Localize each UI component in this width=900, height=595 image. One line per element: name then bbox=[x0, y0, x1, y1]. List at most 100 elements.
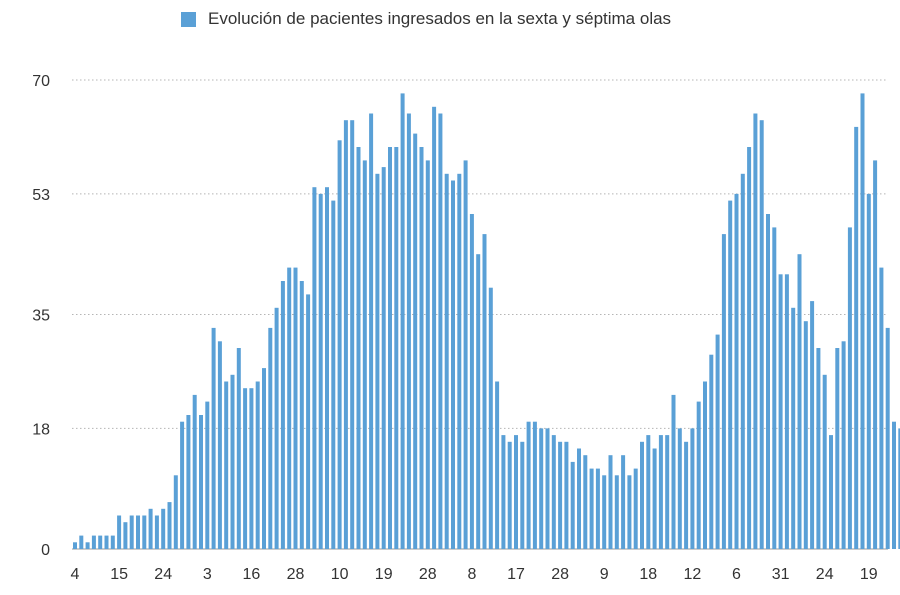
bar-96 bbox=[677, 428, 682, 549]
bar-77 bbox=[558, 441, 563, 549]
y-tick-label-1: 18 bbox=[32, 421, 50, 438]
bar-46 bbox=[362, 160, 367, 549]
bar-36 bbox=[299, 281, 304, 549]
bars bbox=[73, 93, 900, 550]
bar-86 bbox=[614, 475, 619, 549]
bar-3 bbox=[91, 535, 96, 549]
bar-101 bbox=[709, 354, 714, 549]
bar-82 bbox=[589, 468, 594, 549]
bar-34 bbox=[287, 267, 292, 549]
x-tick-label-1: 15 bbox=[110, 566, 128, 583]
bar-4 bbox=[98, 535, 103, 549]
bar-8 bbox=[123, 522, 128, 549]
bar-14 bbox=[161, 508, 166, 549]
bar-108 bbox=[753, 113, 758, 549]
bar-42 bbox=[337, 140, 342, 550]
x-tick-label-9: 8 bbox=[467, 566, 476, 583]
bar-90 bbox=[640, 441, 644, 549]
bar-131 bbox=[898, 428, 900, 549]
x-tick-label-3: 3 bbox=[203, 566, 212, 583]
bar-87 bbox=[621, 455, 626, 549]
bar-64 bbox=[476, 254, 481, 549]
bar-60 bbox=[451, 180, 455, 549]
bar-126 bbox=[866, 193, 871, 549]
bar-52 bbox=[400, 93, 405, 550]
bar-72 bbox=[526, 421, 531, 549]
bar-78 bbox=[564, 441, 569, 549]
bar-65 bbox=[482, 234, 487, 549]
bar-103 bbox=[721, 234, 726, 549]
bar-59 bbox=[444, 173, 449, 550]
bar-123 bbox=[847, 227, 852, 549]
bar-114 bbox=[791, 307, 796, 549]
bar-11 bbox=[142, 515, 147, 549]
bar-69 bbox=[507, 441, 512, 549]
bar-51 bbox=[394, 147, 399, 549]
bar-61 bbox=[457, 173, 462, 550]
bar-18 bbox=[186, 415, 191, 549]
bar-5 bbox=[104, 535, 109, 549]
legend-swatch bbox=[181, 11, 196, 27]
bar-117 bbox=[810, 301, 815, 549]
bar-21 bbox=[205, 401, 210, 549]
x-tick-label-0: 4 bbox=[71, 566, 80, 583]
bar-38 bbox=[312, 187, 317, 549]
bar-68 bbox=[501, 435, 506, 549]
bar-128 bbox=[879, 267, 884, 549]
bar-73 bbox=[532, 421, 537, 549]
bar-35 bbox=[293, 267, 298, 549]
bar-55 bbox=[419, 147, 424, 549]
bar-6 bbox=[110, 535, 115, 549]
bar-56 bbox=[425, 160, 430, 549]
bar-113 bbox=[784, 274, 789, 549]
bar-44 bbox=[350, 120, 355, 549]
bar-97 bbox=[684, 441, 689, 549]
bar-45 bbox=[356, 147, 361, 549]
bar-53 bbox=[406, 113, 411, 549]
y-tick-label-4: 70 bbox=[32, 73, 50, 90]
bar-98 bbox=[690, 428, 695, 549]
bar-89 bbox=[633, 468, 638, 549]
bar-66 bbox=[488, 287, 493, 549]
bar-121 bbox=[835, 348, 840, 549]
bar-13 bbox=[154, 515, 159, 549]
x-tick-label-4: 16 bbox=[243, 566, 261, 583]
x-tick-label-14: 12 bbox=[684, 566, 702, 583]
y-tick-label-0: 0 bbox=[41, 542, 50, 559]
bar-67 bbox=[495, 381, 500, 549]
bar-15 bbox=[167, 502, 172, 549]
bar-43 bbox=[343, 120, 348, 549]
bar-75 bbox=[545, 428, 550, 549]
x-axis-ticks: 4 15 24 3 16 28 10 19 28 8 17 28 9 18 12 6 31 24 19 bbox=[71, 566, 878, 583]
bar-92 bbox=[652, 448, 657, 549]
x-tick-label-13: 18 bbox=[639, 566, 657, 583]
bar-19 bbox=[192, 394, 197, 549]
bar-7 bbox=[117, 515, 122, 549]
bar-23 bbox=[217, 341, 222, 549]
bar-37 bbox=[306, 294, 311, 549]
bar-48 bbox=[375, 173, 380, 550]
bar-129 bbox=[885, 327, 890, 549]
bar-71 bbox=[520, 441, 525, 549]
bar-41 bbox=[331, 200, 336, 549]
bar-119 bbox=[822, 374, 827, 549]
bar-107 bbox=[747, 147, 752, 549]
bar-33 bbox=[280, 281, 285, 549]
bar-112 bbox=[778, 274, 783, 549]
bar-63 bbox=[469, 214, 474, 549]
bar-127 bbox=[873, 160, 878, 549]
bar-125 bbox=[860, 93, 865, 550]
bar-91 bbox=[646, 435, 651, 549]
x-tick-label-6: 10 bbox=[331, 566, 349, 583]
x-tick-label-8: 28 bbox=[419, 566, 437, 583]
legend-label: Evolución de pacientes ingresados en la … bbox=[208, 9, 672, 28]
bar-120 bbox=[829, 435, 833, 549]
bar-28 bbox=[249, 388, 254, 549]
y-axis-ticks: 0 18 35 53 70 bbox=[32, 73, 50, 559]
bar-110 bbox=[766, 214, 770, 549]
bar-74 bbox=[539, 428, 544, 549]
bar-17 bbox=[180, 421, 185, 549]
bar-16 bbox=[173, 475, 178, 549]
bar-2 bbox=[85, 542, 90, 549]
x-tick-label-16: 31 bbox=[772, 566, 790, 583]
